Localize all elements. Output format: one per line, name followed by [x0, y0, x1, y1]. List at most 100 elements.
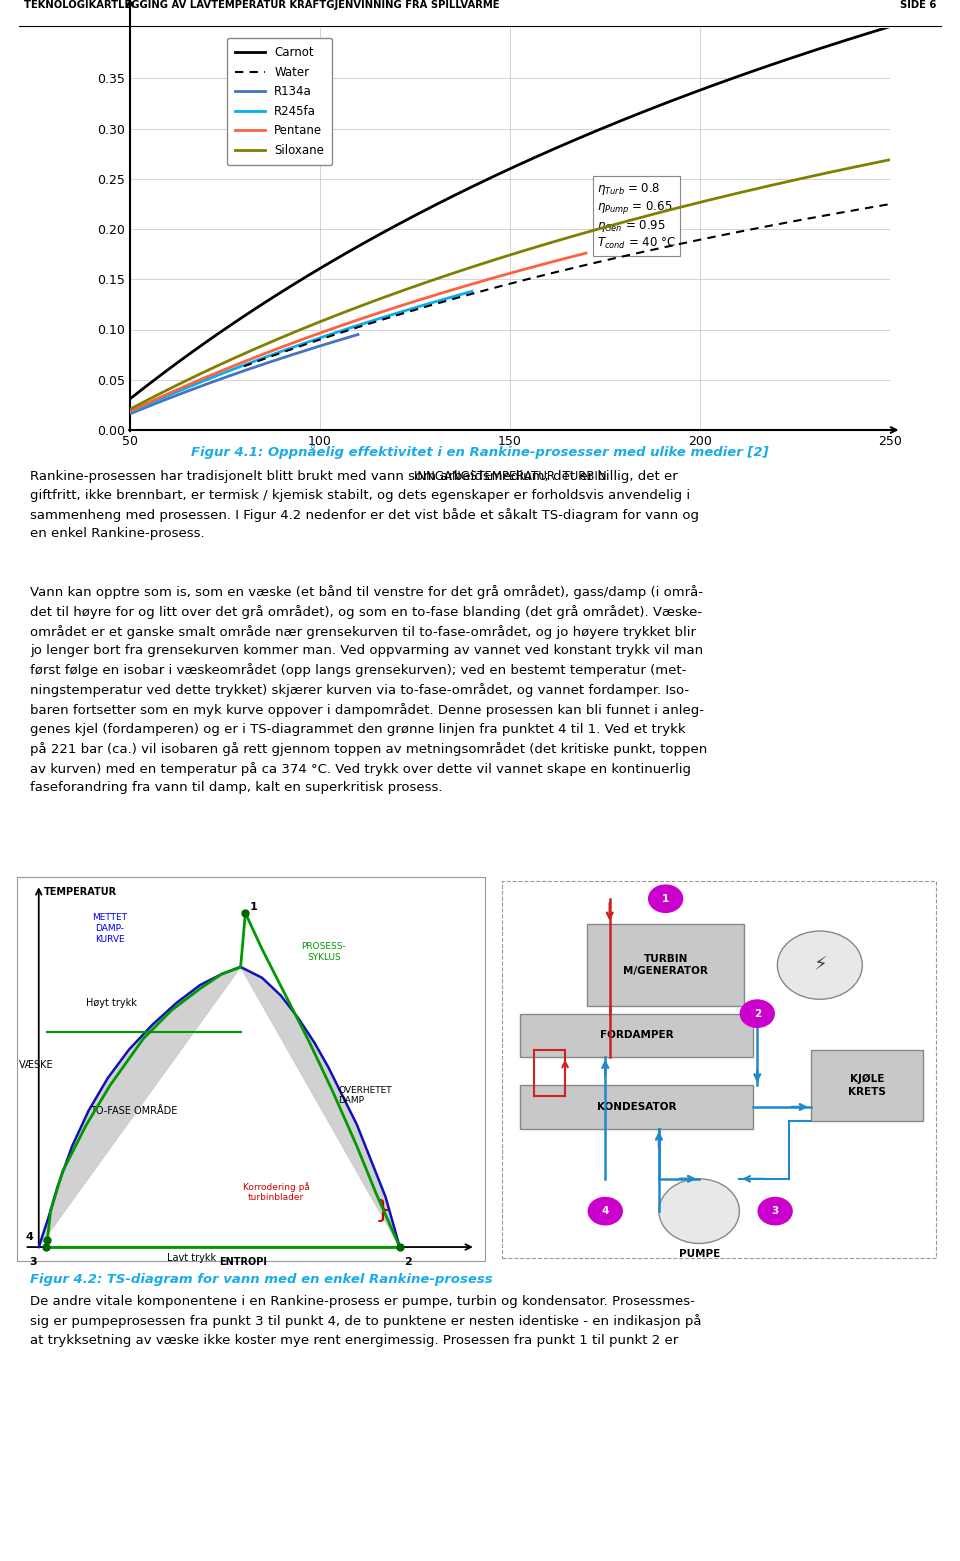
Text: Figur 4.2: TS-diagram for vann med en enkel Rankine-prosess: Figur 4.2: TS-diagram for vann med en en…	[30, 1272, 492, 1286]
Text: {: {	[369, 1196, 385, 1219]
Text: TO-FASE OMRÅDE: TO-FASE OMRÅDE	[90, 1107, 178, 1116]
Line: R245fa: R245fa	[130, 292, 472, 412]
Legend: Carnot, Water, R134a, R245fa, Pentane, Siloxane: Carnot, Water, R134a, R245fa, Pentane, S…	[228, 37, 332, 165]
Line: Pentane: Pentane	[130, 253, 586, 412]
Text: PUMPE: PUMPE	[679, 1249, 720, 1260]
Bar	[520, 1013, 753, 1057]
Carnot	[673, 89, 684, 108]
Line: Carnot: Carnot	[130, 27, 890, 400]
Text: INNGANGSTEMPERATUR  TURBIN: INNGANGSTEMPERATUR TURBIN	[414, 470, 607, 484]
Text: Lavt trykk: Lavt trykk	[167, 1252, 216, 1263]
Pentane	[209, 364, 221, 382]
R245fa	[317, 328, 328, 347]
Polygon shape	[38, 966, 399, 1247]
Circle shape	[649, 885, 683, 912]
Text: KONDESATOR: KONDESATOR	[597, 1102, 676, 1111]
R245fa	[124, 403, 135, 421]
Water	[623, 245, 635, 264]
Text: 3: 3	[772, 1207, 779, 1216]
R134a	[244, 359, 255, 378]
R134a	[282, 347, 294, 365]
Text: Figur 4.1: Oppnåelig effektivitet i en Rankine-prosesser med ulike medier [2]: Figur 4.1: Oppnåelig effektivitet i en R…	[191, 445, 769, 459]
R245fa	[361, 314, 372, 332]
Text: TURBIN
M/GENERATOR: TURBIN M/GENERATOR	[623, 954, 708, 976]
Circle shape	[740, 1001, 775, 1027]
R245fa	[237, 356, 249, 375]
Text: Rankine-prosessen har tradisjonelt blitt brukt med vann som arbeidsmedium; det e: Rankine-prosessen har tradisjonelt blitt…	[30, 470, 699, 540]
Pentane	[152, 389, 163, 407]
Text: KJØLE
KRETS: KJØLE KRETS	[848, 1074, 886, 1097]
Text: Høyt trykk: Høyt trykk	[86, 999, 137, 1008]
Water	[621, 247, 633, 265]
Siloxane	[765, 176, 777, 195]
Water	[238, 357, 250, 376]
R134a	[352, 325, 364, 343]
Text: 4: 4	[26, 1232, 34, 1243]
Circle shape	[778, 930, 862, 999]
Text: De andre vitale komponentene i en Rankine-prosess er pumpe, turbin og kondensato: De andre vitale komponentene i en Rankin…	[30, 1296, 702, 1347]
Carnot	[372, 226, 383, 245]
Siloxane	[813, 165, 825, 184]
Siloxane	[574, 225, 586, 244]
Text: OVERHETET
DAMP: OVERHETET DAMP	[338, 1085, 392, 1105]
Text: 1: 1	[662, 894, 669, 904]
Water	[884, 195, 896, 214]
Pentane	[558, 250, 569, 268]
R245fa	[259, 348, 271, 367]
Pentane	[541, 254, 553, 273]
Pentane	[580, 244, 591, 262]
Pentane	[124, 403, 135, 421]
Polygon shape	[588, 924, 744, 1007]
R134a	[312, 337, 324, 356]
Water	[240, 356, 252, 375]
Circle shape	[588, 1197, 622, 1225]
R245fa	[467, 283, 478, 301]
Text: 1: 1	[251, 902, 258, 912]
Text: 2: 2	[404, 1257, 412, 1268]
R134a	[200, 375, 211, 393]
Carnot	[216, 322, 228, 340]
Text: FORDAMPER: FORDAMPER	[600, 1030, 673, 1040]
Siloxane	[577, 225, 588, 244]
Text: SIDE 6: SIDE 6	[900, 0, 936, 9]
Water	[634, 244, 645, 262]
Circle shape	[758, 1197, 792, 1225]
Text: ⚡: ⚡	[813, 955, 827, 974]
Line: Water: Water	[244, 204, 890, 367]
Text: $\eta_{Turb}$ = 0.8
$\eta_{Pump}$ = 0.65
$\eta_{Gen}$ = 0.95
$T_{cond}$ = 40 °C: $\eta_{Turb}$ = 0.8 $\eta_{Pump}$ = 0.65…	[597, 181, 677, 251]
Text: Vann kan opptre som is, som en væske (et bånd til venstre for det grå området), : Vann kan opptre som is, som en væske (et…	[30, 585, 708, 795]
Water	[782, 212, 794, 231]
Text: VÆSKE: VÆSKE	[19, 1060, 54, 1069]
Siloxane	[124, 400, 135, 418]
R134a	[252, 356, 264, 375]
Siloxane	[127, 398, 138, 417]
Siloxane	[589, 220, 601, 239]
Carnot	[425, 198, 437, 217]
Water	[824, 206, 835, 225]
Carnot	[124, 390, 135, 409]
Text: 2: 2	[754, 1008, 761, 1019]
Siloxane	[884, 150, 896, 169]
Text: 3: 3	[29, 1257, 36, 1268]
R245fa	[303, 332, 315, 351]
Text: 4: 4	[602, 1207, 609, 1216]
Text: TEKNOLOGIKARTLEGGING AV LAVTEMPERATUR KRAFTGJENVINNING FRA SPILLVARME: TEKNOLOGIKARTLEGGING AV LAVTEMPERATUR KR…	[24, 0, 499, 9]
Text: PROSESS-
SYKLUS: PROSESS- SYKLUS	[301, 941, 347, 962]
Bar	[811, 1049, 923, 1121]
R134a	[124, 404, 135, 423]
Line: R134a: R134a	[130, 334, 358, 414]
Carnot	[677, 87, 688, 106]
Circle shape	[659, 1179, 739, 1244]
Bar	[520, 1085, 753, 1129]
Text: METTET
DAMP-
KURVE: METTET DAMP- KURVE	[92, 913, 128, 944]
Pentane	[143, 393, 155, 412]
Pentane	[246, 350, 257, 368]
Carnot	[884, 17, 896, 36]
Text: TEMPERATUR: TEMPERATUR	[43, 887, 116, 898]
Text: ENTROPI: ENTROPI	[219, 1257, 267, 1268]
Carnot	[602, 117, 613, 136]
Text: Korrodering på
turbinblader: Korrodering på turbinblader	[243, 1182, 310, 1202]
Line: Siloxane: Siloxane	[130, 159, 890, 409]
R245fa	[407, 300, 419, 318]
R134a	[214, 370, 226, 389]
